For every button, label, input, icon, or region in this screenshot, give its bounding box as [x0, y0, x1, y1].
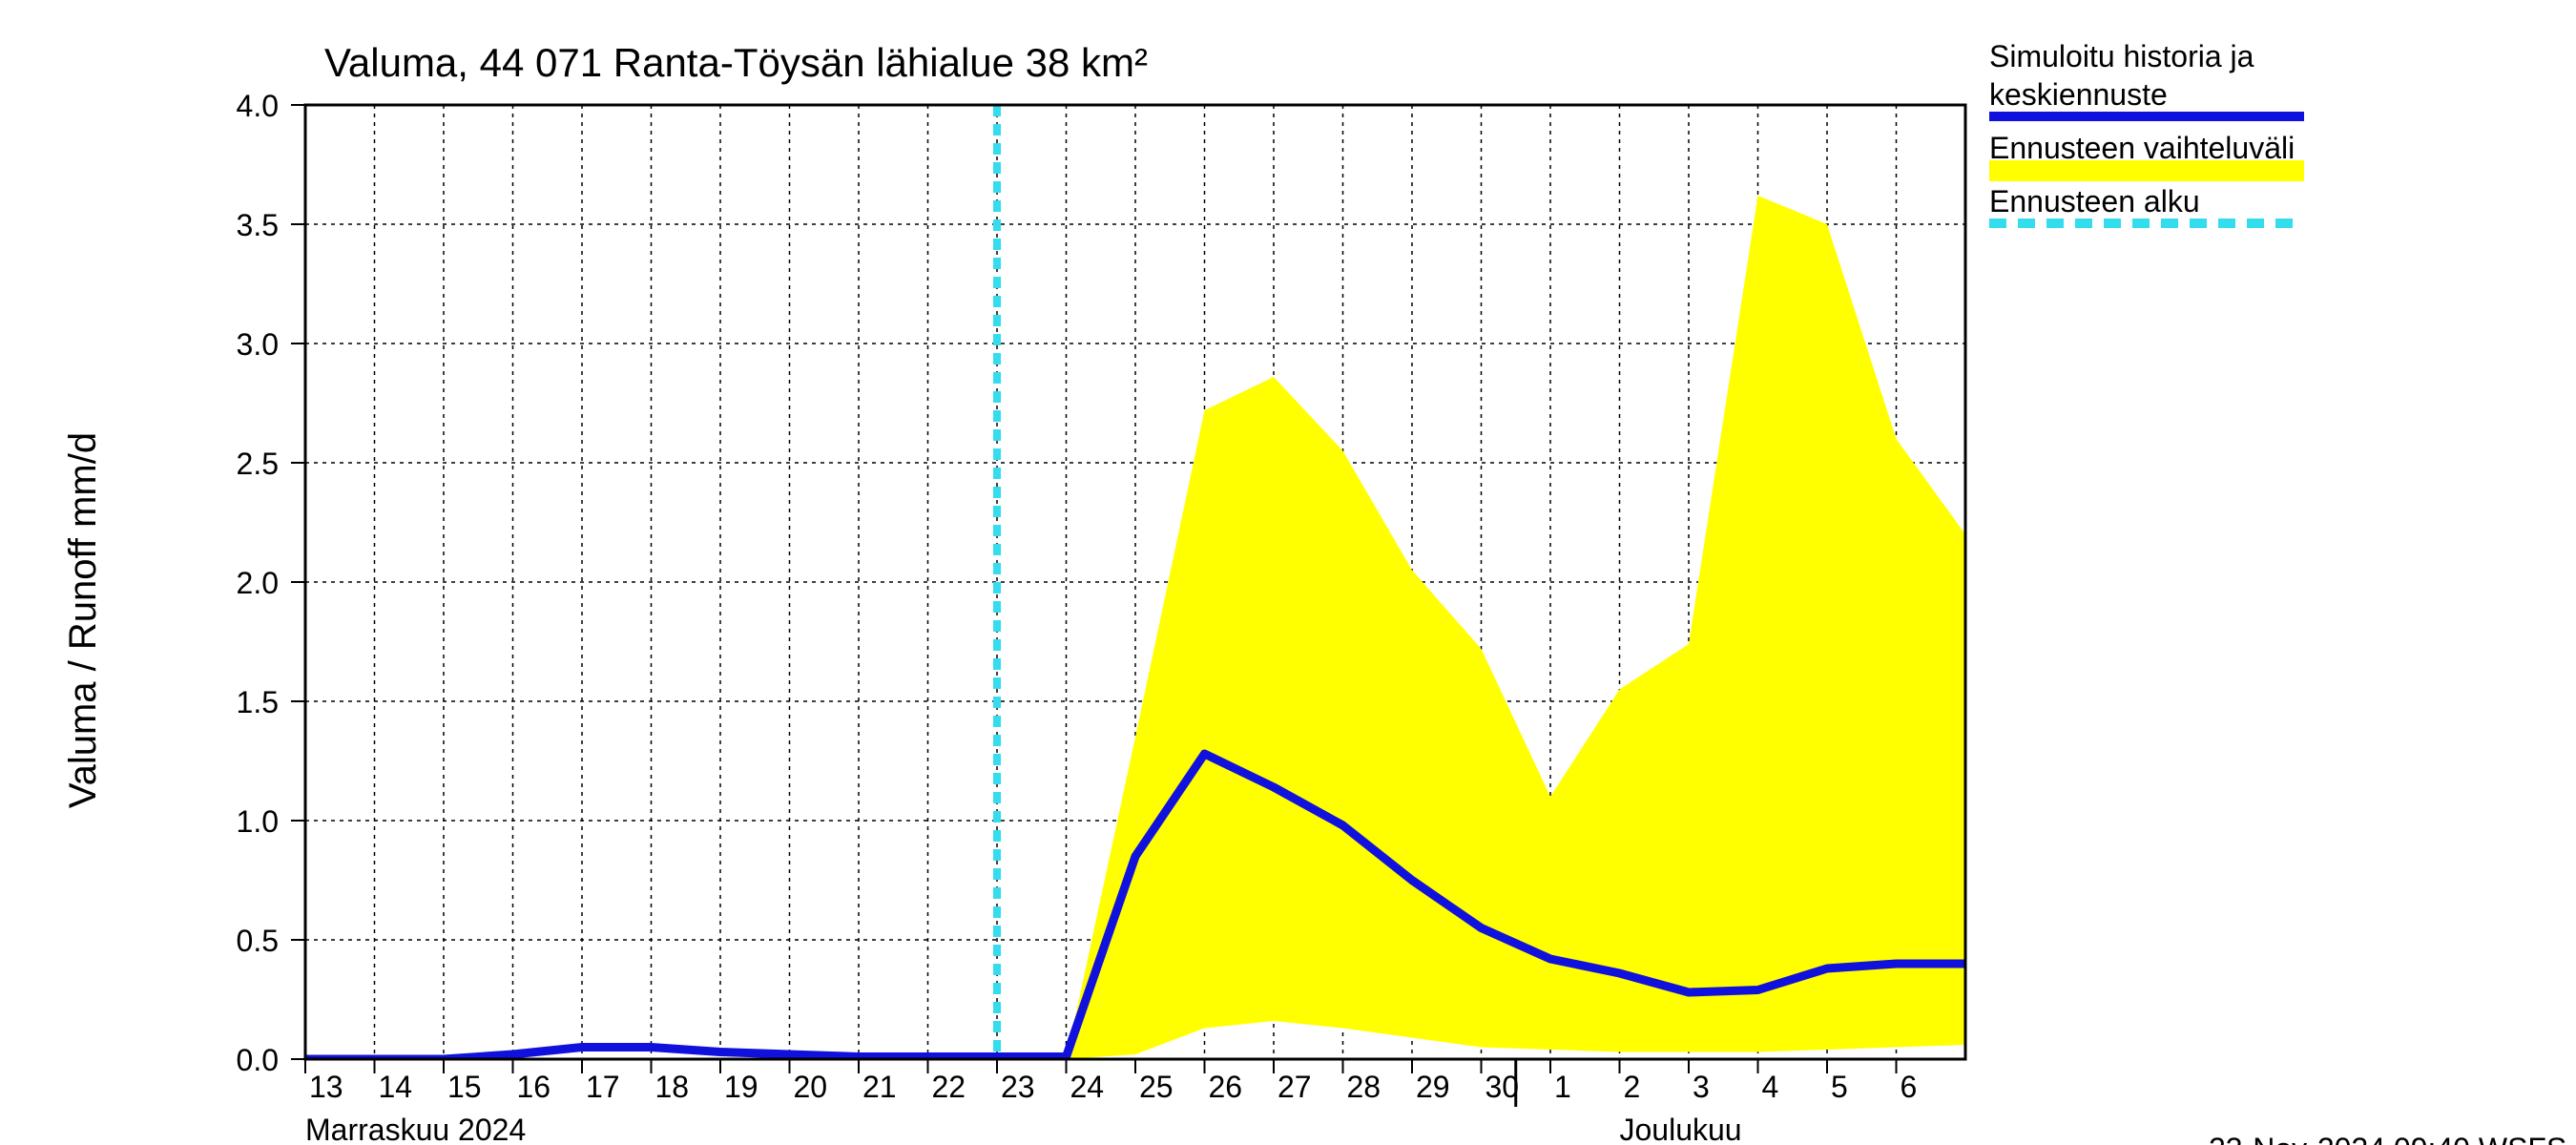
x-tick-label: 26 — [1209, 1070, 1243, 1104]
runoff-chart: 1314151617181920212223242526272829301234… — [0, 0, 2576, 1145]
x-tick-label: 18 — [655, 1070, 690, 1104]
x-tick-label: 1 — [1554, 1070, 1571, 1104]
legend-label: Simuloitu historia ja — [1989, 39, 2254, 73]
x-tick-label: 13 — [309, 1070, 343, 1104]
x-tick-label: 25 — [1139, 1070, 1174, 1104]
x-tick-label: 29 — [1416, 1070, 1450, 1104]
legend-label: Ennusteen vaihteluväli — [1989, 131, 2295, 165]
x-tick-label: 5 — [1831, 1070, 1848, 1104]
x-tick-label: 22 — [932, 1070, 966, 1104]
x-tick-label: 21 — [862, 1070, 897, 1104]
x-tick-label: 28 — [1347, 1070, 1381, 1104]
x-tick-label: 27 — [1278, 1070, 1312, 1104]
y-tick-label: 3.5 — [237, 208, 279, 242]
legend-swatch-area — [1989, 160, 2304, 181]
y-tick-label: 3.0 — [237, 327, 279, 362]
x-tick-label: 30 — [1485, 1070, 1520, 1104]
chart-container: 1314151617181920212223242526272829301234… — [0, 0, 2576, 1145]
x-tick-label: 23 — [1001, 1070, 1035, 1104]
y-tick-label: 1.0 — [237, 804, 279, 839]
forecast-band — [1067, 196, 1966, 1059]
x-tick-label: 24 — [1070, 1070, 1105, 1104]
x-tick-label: 17 — [586, 1070, 620, 1104]
month-label-left-1: Marraskuu 2024 — [305, 1113, 526, 1145]
y-tick-label: 0.0 — [237, 1043, 279, 1077]
x-tick-label: 15 — [447, 1070, 482, 1104]
x-tick-label: 14 — [379, 1070, 413, 1104]
legend-label: keskiennuste — [1989, 77, 2168, 112]
chart-footer: 23-Nov-2024 09:40 WSFS-O — [2209, 1132, 2576, 1145]
x-tick-label: 20 — [794, 1070, 828, 1104]
x-tick-label: 6 — [1901, 1070, 1918, 1104]
chart-title: Valuma, 44 071 Ranta-Töysän lähialue 38 … — [324, 40, 1148, 85]
y-tick-label: 2.5 — [237, 447, 279, 481]
x-tick-label: 19 — [724, 1070, 758, 1104]
x-tick-label: 16 — [517, 1070, 551, 1104]
y-axis-label: Valuma / Runoff mm/d — [62, 432, 104, 808]
month-label-right-1: Joulukuu — [1620, 1113, 1742, 1145]
y-tick-label: 1.5 — [237, 685, 279, 719]
y-tick-label: 2.0 — [237, 566, 279, 600]
x-tick-label: 2 — [1624, 1070, 1641, 1104]
x-tick-label: 4 — [1762, 1070, 1779, 1104]
x-tick-label: 3 — [1693, 1070, 1710, 1104]
y-tick-label: 0.5 — [237, 924, 279, 958]
legend-label: Ennusteen alku — [1989, 184, 2200, 219]
y-tick-label: 4.0 — [237, 89, 279, 123]
